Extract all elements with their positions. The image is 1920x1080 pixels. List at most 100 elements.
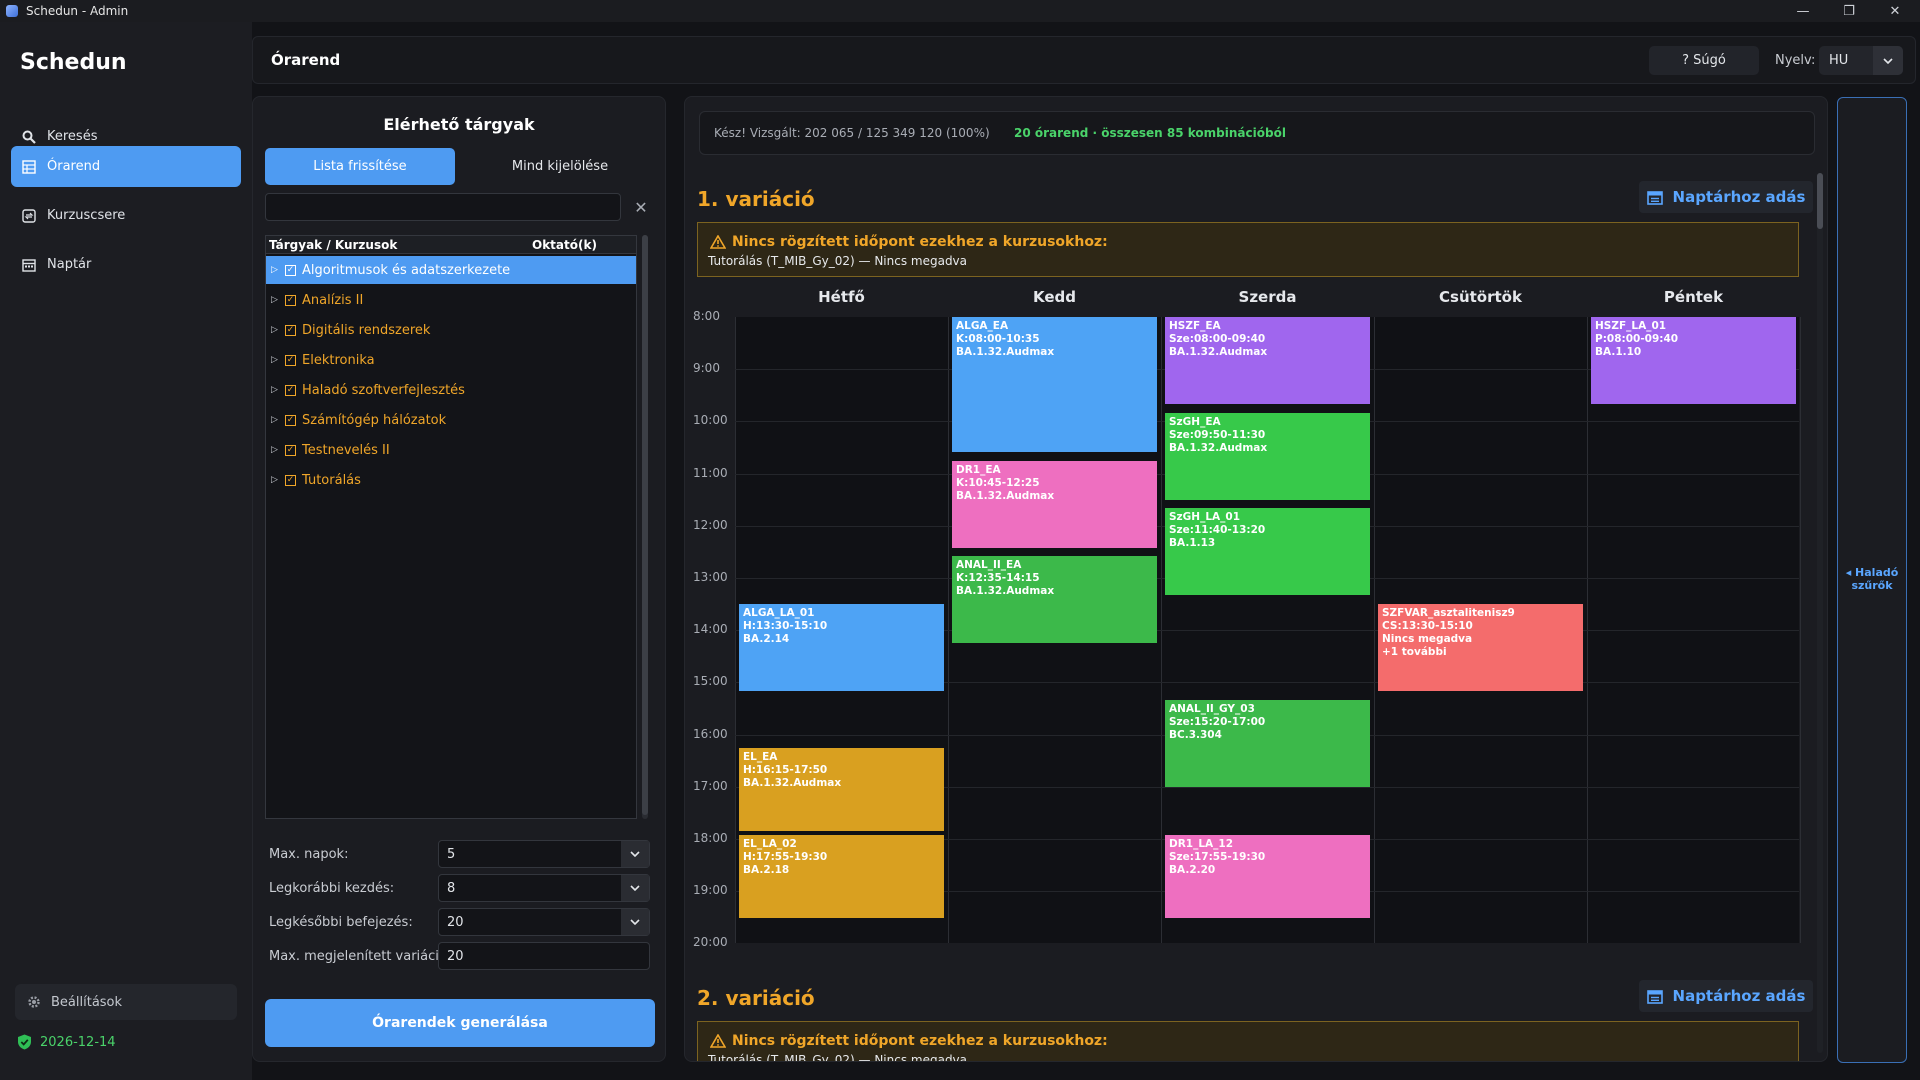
expand-arrow-icon[interactable]: ▷ bbox=[271, 385, 278, 395]
results-scrollbar[interactable] bbox=[1817, 173, 1823, 1053]
subject-row[interactable]: ▷ ✓ Tutorálás bbox=[266, 466, 636, 494]
expand-arrow-icon[interactable]: ▷ bbox=[271, 415, 278, 425]
restore-icon[interactable]: ❐ bbox=[1843, 3, 1855, 19]
course-block[interactable]: SzGH_LA_01 Sze:11:40-13:20 BA.1.13 bbox=[1165, 508, 1370, 595]
subject-tree[interactable]: Tárgyak / Kurzusok Oktató(k) ▷ ✓ Algoritmu… bbox=[265, 235, 637, 819]
sidebar-item-timetable[interactable]: Órarend bbox=[11, 146, 241, 187]
course-block[interactable]: ALGA_LA_01 H:13:30-15:10 BA.2.14 bbox=[739, 604, 944, 691]
scrollbar-thumb[interactable] bbox=[1817, 173, 1823, 229]
subject-row[interactable]: ▷ ✓ Analízis II bbox=[266, 286, 636, 314]
checkbox[interactable]: ✓ bbox=[285, 414, 296, 426]
expand-arrow-icon[interactable]: ▷ bbox=[271, 325, 278, 335]
sidebar-item-label: Naptár bbox=[47, 257, 92, 272]
course-block[interactable]: HSZF_EA Sze:08:00-09:40 BA.1.32.Audmax bbox=[1165, 317, 1370, 404]
minimize-icon[interactable]: — bbox=[1796, 3, 1810, 19]
expand-arrow-icon[interactable]: ▷ bbox=[271, 475, 278, 485]
course-block-line: BA.1.10 bbox=[1595, 346, 1642, 358]
max-variations-input[interactable]: 20 bbox=[438, 942, 650, 970]
select-all-button[interactable]: Mind kijelölése bbox=[511, 159, 609, 174]
subject-row[interactable]: ▷ ✓ Testnevelés II bbox=[266, 436, 636, 464]
course-block-line: H:17:55-19:30 bbox=[743, 851, 828, 863]
subject-row[interactable]: ▷ ✓ Elektronika bbox=[266, 346, 636, 374]
course-block-line: H:13:30-15:10 bbox=[743, 620, 828, 632]
checkbox[interactable]: ✓ bbox=[285, 474, 296, 486]
course-block[interactable]: EL_EA H:16:15-17:50 BA.1.32.Audmax bbox=[739, 748, 944, 831]
course-block[interactable]: HSZF_LA_01 P:08:00-09:40 BA.1.10 bbox=[1591, 317, 1796, 404]
course-block[interactable]: ANAL_II_GY_03 Sze:15:20-17:00 BC.3.304 bbox=[1165, 700, 1370, 787]
course-block-line: BA.1.32.Audmax bbox=[1169, 442, 1268, 454]
sidebar-item-calendar[interactable]: Naptár bbox=[11, 244, 241, 285]
add-to-calendar-button[interactable]: Naptárhoz adás bbox=[1639, 181, 1813, 213]
tree-scrollbar[interactable] bbox=[642, 235, 648, 819]
subject-row[interactable]: ▷ ✓ Haladó szoftverfejlesztés bbox=[266, 376, 636, 404]
max-days-label: Max. napok: bbox=[269, 847, 349, 862]
gear-icon bbox=[27, 995, 41, 1009]
course-block-line: DR1_LA_12 bbox=[1169, 838, 1234, 850]
subject-row[interactable]: ▷ ✓ Algoritmusok és adatszerkezete bbox=[266, 256, 636, 284]
latest-end-value: 20 bbox=[447, 914, 464, 930]
course-block[interactable]: ANAL_II_EA K:12:35-14:15 BA.1.32.Audmax bbox=[952, 556, 1157, 643]
advanced-filters-panel[interactable]: ◂ Haladó szűrők bbox=[1837, 97, 1907, 1063]
checkbox[interactable]: ✓ bbox=[285, 444, 296, 456]
license-status: 2026-12-14 bbox=[17, 1034, 116, 1050]
add-to-calendar-label: Naptárhoz adás bbox=[1672, 987, 1806, 1005]
latest-end-select[interactable]: 20 bbox=[438, 908, 650, 936]
course-block[interactable]: SzGH_EA Sze:09:50-11:30 BA.1.32.Audmax bbox=[1165, 413, 1370, 500]
advanced-filters-label: ◂ Haladó bbox=[1845, 566, 1899, 579]
max-days-value: 5 bbox=[447, 846, 456, 862]
swap-icon bbox=[21, 208, 37, 224]
expand-arrow-icon[interactable]: ▷ bbox=[271, 355, 278, 365]
expand-arrow-icon[interactable]: ▷ bbox=[271, 265, 278, 275]
calendar-icon bbox=[1646, 190, 1663, 205]
subject-search-input[interactable] bbox=[265, 193, 621, 221]
language-select[interactable]: HU bbox=[1819, 46, 1903, 75]
course-block[interactable]: SZFVAR_asztalitenisz9 CS:13:30-15:10 Nincs… bbox=[1378, 604, 1583, 691]
checkbox[interactable]: ✓ bbox=[285, 324, 296, 336]
subject-row[interactable]: ▷ ✓ Számítógép hálózatok bbox=[266, 406, 636, 434]
shield-check-icon bbox=[17, 1034, 32, 1050]
expand-arrow-icon[interactable]: ▷ bbox=[271, 295, 278, 305]
course-block[interactable]: ALGA_EA K:08:00-10:35 BA.1.32.Audmax bbox=[952, 317, 1157, 452]
variation-title: 2. variáció bbox=[697, 986, 815, 1010]
checkbox[interactable]: ✓ bbox=[285, 354, 296, 366]
course-block[interactable]: EL_LA_02 H:17:55-19:30 BA.2.18 bbox=[739, 835, 944, 918]
checkbox[interactable]: ✓ bbox=[285, 384, 296, 396]
scrollbar-thumb[interactable] bbox=[642, 235, 648, 815]
subject-row[interactable]: ▷ ✓ Digitális rendszerek bbox=[266, 316, 636, 344]
add-to-calendar-button[interactable]: Naptárhoz adás bbox=[1639, 980, 1813, 1012]
checkbox[interactable]: ✓ bbox=[285, 264, 296, 276]
grid-hour-line bbox=[735, 787, 1799, 788]
advanced-filters-label: szűrők bbox=[1851, 579, 1893, 592]
course-block[interactable]: DR1_LA_12 Sze:17:55-19:30 BA.2.20 bbox=[1165, 835, 1370, 918]
max-days-select[interactable]: 5 bbox=[438, 840, 650, 868]
time-label: 9:00 bbox=[693, 361, 720, 376]
sidebar-item-search[interactable]: Keresés bbox=[11, 116, 241, 157]
course-block-line: Sze:17:55-19:30 bbox=[1169, 851, 1266, 863]
subject-name: Testnevelés II bbox=[302, 442, 390, 458]
earliest-start-value: 8 bbox=[447, 880, 456, 896]
refresh-list-button[interactable]: Lista frissítése bbox=[265, 148, 455, 185]
earliest-start-select[interactable]: 8 bbox=[438, 874, 650, 902]
settings-button[interactable]: Beállítások bbox=[15, 984, 237, 1020]
clear-search-icon[interactable]: ✕ bbox=[634, 197, 648, 217]
advanced-filters-toggle[interactable]: ◂ Haladó szűrők bbox=[1838, 566, 1906, 592]
expand-arrow-icon[interactable]: ▷ bbox=[271, 445, 278, 455]
column-header-instructors[interactable]: Oktató(k) bbox=[532, 238, 597, 252]
sidebar-item-course-swap[interactable]: Kurzuscsere bbox=[11, 195, 241, 236]
close-icon[interactable]: ✕ bbox=[1889, 3, 1901, 19]
checkbox[interactable]: ✓ bbox=[285, 294, 296, 306]
time-label: 12:00 bbox=[693, 517, 728, 532]
course-block-line: HSZF_LA_01 bbox=[1595, 320, 1667, 332]
course-block-line: EL_LA_02 bbox=[743, 838, 797, 850]
help-button[interactable]: ? Súgó bbox=[1649, 46, 1759, 75]
course-block-line: Sze:11:40-13:20 bbox=[1169, 524, 1266, 536]
subject-name: Számítógép hálózatok bbox=[302, 412, 447, 428]
column-header-subjects[interactable]: Tárgyak / Kurzusok bbox=[269, 238, 398, 252]
course-block[interactable]: DR1_EA K:10:45-12:25 BA.1.32.Audmax bbox=[952, 461, 1157, 548]
course-block-line: Sze:15:20-17:00 bbox=[1169, 716, 1266, 728]
time-label: 17:00 bbox=[693, 778, 728, 793]
sidebar-item-label: Órarend bbox=[47, 159, 101, 174]
course-block-line: Nincs megadva bbox=[1382, 633, 1473, 645]
calendar-icon bbox=[21, 257, 37, 273]
generate-timetables-button[interactable]: Órarendek generálása bbox=[265, 999, 655, 1047]
